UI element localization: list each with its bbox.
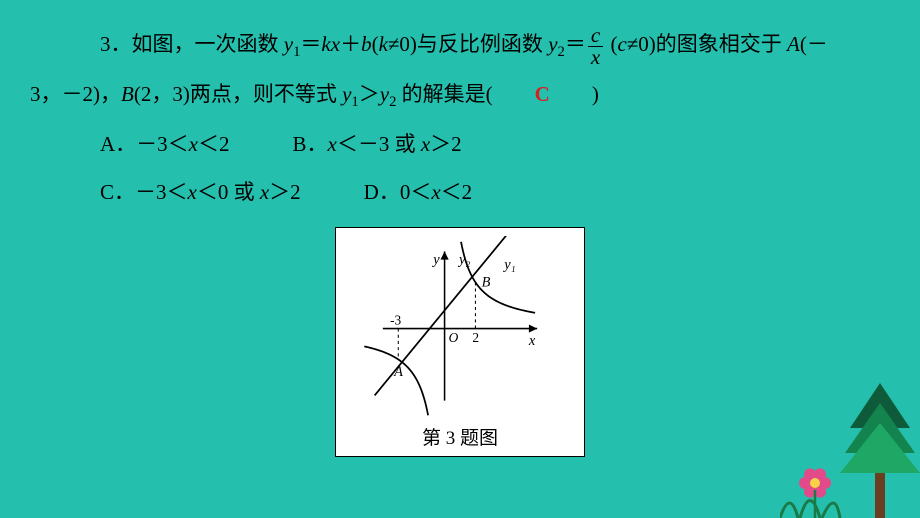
question-line-1: 3．如图，一次函数 y1＝kx＋b(k≠0)与反比例函数 y2＝cx (c≠0)… <box>30 20 890 70</box>
text: －3＜ <box>135 180 188 204</box>
paren2: ( <box>605 32 617 56</box>
svg-text:y: y <box>431 251 440 267</box>
sub-2: 2 <box>558 44 565 60</box>
svg-text:B: B <box>482 274 491 290</box>
svg-text:O: O <box>449 330 459 345</box>
paren: ( <box>372 32 379 56</box>
gap <box>230 132 293 156</box>
text: 0＜ <box>400 180 432 204</box>
decoration <box>780 368 920 518</box>
var-x: x <box>331 32 340 56</box>
text: ≠0)的图象相交于 <box>627 32 787 56</box>
var-y1b: y <box>342 82 351 106</box>
question-number: 3． <box>100 32 132 56</box>
gap <box>301 180 364 204</box>
frac-den: x <box>588 47 603 68</box>
var-y2: y <box>548 32 557 56</box>
sub1b: 1 <box>351 94 358 110</box>
var-x: x <box>421 132 430 156</box>
gt: ＞ <box>359 82 380 106</box>
var-x: x <box>189 132 198 156</box>
text: 3，－2)， <box>30 82 121 106</box>
frac-num: c <box>588 25 603 47</box>
var-c: c <box>617 32 626 56</box>
svg-text:x: x <box>528 333 536 349</box>
svg-text:-3: -3 <box>390 312 401 327</box>
fraction: cx <box>588 25 603 68</box>
text: (2，3)两点，则不等式 <box>134 82 342 106</box>
answer-letter: C <box>535 82 550 106</box>
text: ＜0 或 <box>197 180 260 204</box>
text: ＜2 <box>198 132 230 156</box>
opt-d-label: D． <box>364 180 400 204</box>
graph: y y₂ y₁ Bx O A -3 2 <box>345 236 575 416</box>
var-x: x <box>260 180 269 204</box>
text: ≠0)与反比例函数 <box>388 32 548 56</box>
text: ＜－3 或 <box>337 132 421 156</box>
pt-A: A <box>787 32 800 56</box>
tail: 的解集是( <box>396 82 534 106</box>
svg-text:2: 2 <box>472 330 479 345</box>
text: 如图，一次函数 <box>132 32 284 56</box>
opt-c-label: C． <box>100 180 135 204</box>
var-x: x <box>188 180 197 204</box>
question-line-2: 3，－2)，B(2，3)两点，则不等式 y1＞y2 的解集是( C ) <box>30 70 890 120</box>
svg-text:A: A <box>393 363 403 379</box>
text: ＞2 <box>430 132 462 156</box>
opt-a-label: A． <box>100 132 136 156</box>
text: ＜2 <box>441 180 473 204</box>
svg-text:y₂: y₂ <box>457 251 470 267</box>
opt-b-label: B． <box>293 132 328 156</box>
text: (－ <box>800 32 828 56</box>
text: ＞2 <box>269 180 301 204</box>
var-k: k <box>321 32 330 56</box>
tail2: ) <box>550 82 599 106</box>
figure-caption: 第 3 题图 <box>344 423 576 450</box>
svg-text:y₁: y₁ <box>502 257 515 273</box>
var-x: x <box>431 180 440 204</box>
options-line-2: C．－3＜x＜0 或 x＞2 D．0＜x＜2 <box>30 168 890 216</box>
options-line-1: A．－3＜x＜2 B．x＜－3 或 x＞2 <box>30 120 890 168</box>
figure-box: y y₂ y₁ Bx O A -3 2 第 3 题图 <box>335 227 585 457</box>
eq: ＝ <box>300 32 321 56</box>
var-k2: k <box>379 32 388 56</box>
eq2: ＝ <box>565 32 586 56</box>
text: －3＜ <box>136 132 189 156</box>
var-y2b: y <box>380 82 389 106</box>
plus: ＋ <box>340 32 361 56</box>
pt-B: B <box>121 82 134 106</box>
var-y1: y <box>284 32 293 56</box>
var-b: b <box>361 32 372 56</box>
var-x: x <box>328 132 337 156</box>
